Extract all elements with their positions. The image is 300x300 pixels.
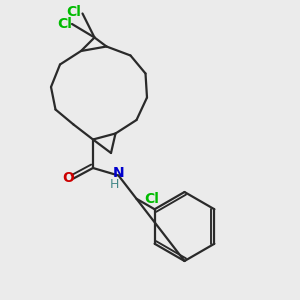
Text: Cl: Cl xyxy=(67,5,82,19)
Text: Cl: Cl xyxy=(144,192,159,206)
Text: O: O xyxy=(62,172,74,185)
Text: Cl: Cl xyxy=(57,17,72,31)
Text: H: H xyxy=(110,178,120,191)
Text: N: N xyxy=(113,166,124,180)
